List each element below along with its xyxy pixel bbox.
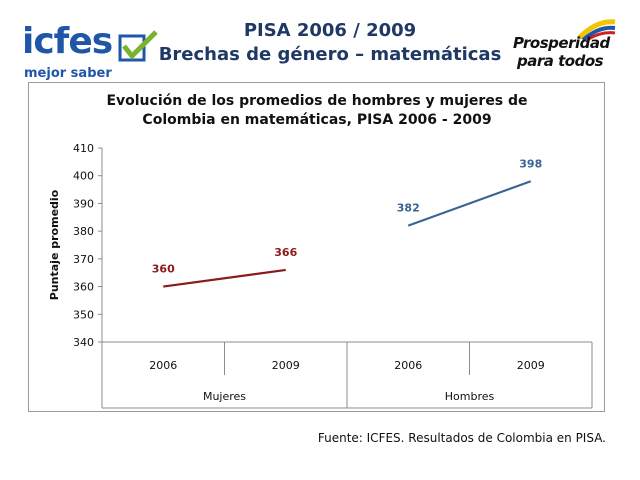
prosperidad-logo-line2: para todos xyxy=(517,52,604,70)
prosperidad-logo: Prosperidad para todos xyxy=(505,18,625,78)
x-tick-label: 2006 xyxy=(394,359,422,372)
y-tick-label: 410 xyxy=(73,142,94,155)
y-tick-label: 400 xyxy=(73,170,94,183)
page-subtitle: Brechas de género – matemáticas xyxy=(158,44,502,65)
page-title: PISA 2006 / 2009 xyxy=(243,20,417,41)
series-line-mujeres xyxy=(163,268,286,288)
y-tick-label: 390 xyxy=(73,197,94,210)
x-tick-label: 2009 xyxy=(517,359,545,372)
data-label: 360 xyxy=(152,263,175,276)
x-tick-label: 2009 xyxy=(272,359,300,372)
chart-title-line1: Evolución de los promedios de hombres y … xyxy=(106,93,527,109)
group-label: Mujeres xyxy=(203,390,246,403)
y-tick-label: 350 xyxy=(73,308,94,321)
series-line-hombres xyxy=(407,180,532,227)
y-tick-label: 340 xyxy=(73,336,94,349)
chart-marks: 360 366 382 398 xyxy=(152,157,542,288)
y-axis-label: Puntaje promedio xyxy=(48,189,61,300)
source-note: Fuente: ICFES. Resultados de Colombia en… xyxy=(317,431,606,445)
flag-stripes-icon xyxy=(577,19,616,40)
group-label: Hombres xyxy=(445,390,495,403)
y-tick-label: 370 xyxy=(73,253,94,266)
icfes-logo: icfes mejor saber xyxy=(22,22,162,84)
data-label: 398 xyxy=(519,157,542,170)
data-label: 382 xyxy=(397,202,420,215)
chart-panel xyxy=(28,82,605,412)
icfes-tagline: mejor saber xyxy=(24,66,112,81)
y-tick-label: 380 xyxy=(73,225,94,238)
chart-title-line2: Colombia en matemáticas, PISA 2006 - 200… xyxy=(142,112,491,128)
icfes-logo-word: icfes xyxy=(22,21,113,62)
prosperidad-logo-line1: Prosperidad xyxy=(513,34,610,52)
chart-axes: 340 350 360 370 380 390 400 410 2006 2009 2006 2009… xyxy=(73,142,593,409)
x-tick-label: 2006 xyxy=(149,359,177,372)
data-label: 366 xyxy=(274,246,297,259)
checkmark-icon xyxy=(118,30,158,62)
y-tick-label: 360 xyxy=(73,281,94,294)
